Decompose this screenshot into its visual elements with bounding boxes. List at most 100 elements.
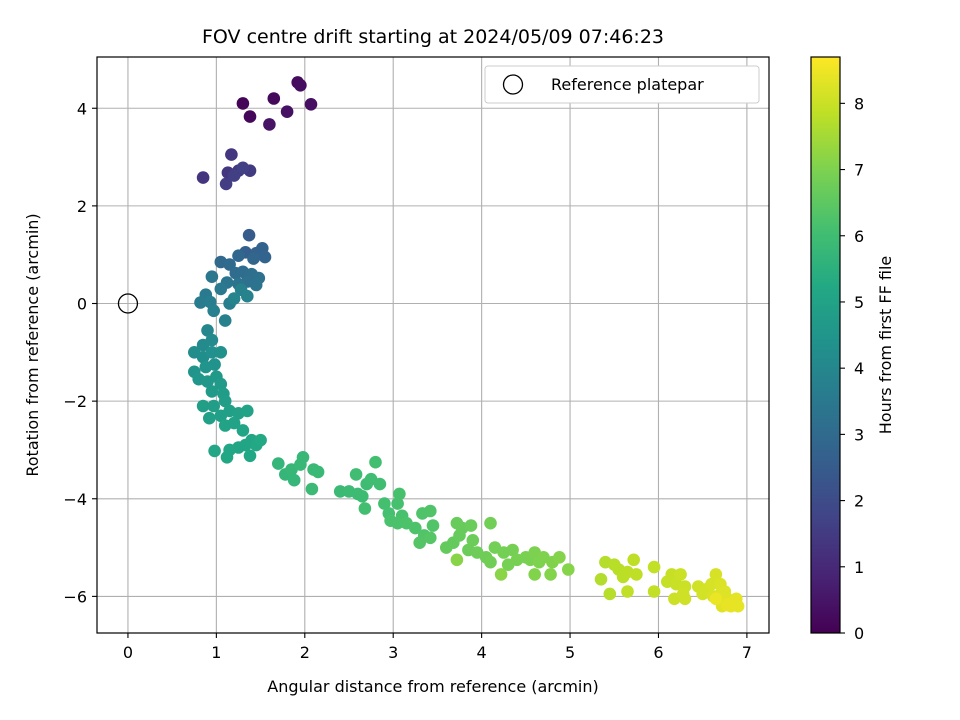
data-point [466,534,480,547]
data-point [484,555,497,569]
data-point [349,468,363,481]
data-point [665,568,678,581]
data-point [391,497,404,510]
data-point [378,497,391,510]
data-point [218,314,232,327]
y-tick-label: 2 [77,197,87,216]
data-point [287,473,301,487]
data-point [267,92,281,105]
colorbar-tick-label: 6 [854,227,864,246]
x-tick-label: 0 [123,643,133,662]
data-point [263,118,276,131]
data-point [603,587,617,601]
data-point [243,110,257,123]
x-tick-label: 4 [477,643,487,662]
data-point [594,573,608,586]
data-point [242,228,256,242]
data-point [220,451,234,464]
data-point [393,487,406,501]
legend-reference-icon [502,74,524,95]
colorbar-tick-label: 7 [854,161,864,180]
data-point [232,249,245,262]
data-point [196,399,210,413]
data-point [296,451,310,464]
x-tick-label: 6 [653,643,663,662]
chart-title: FOV centre drift starting at 2024/05/09 … [202,26,664,48]
data-point [218,419,232,432]
x-tick-label: 1 [211,643,221,662]
data-point [647,560,661,574]
y-tick-label: −4 [63,490,87,509]
data-point [227,169,241,182]
data-point [196,171,210,184]
data-point [241,289,254,303]
data-point [627,553,640,567]
data-point [647,585,661,598]
data-point [373,477,387,491]
data-point [369,455,382,469]
data-point [236,97,250,110]
legend-box [484,65,760,104]
data-point [426,519,440,532]
data-point [227,292,241,305]
data-point [358,502,372,515]
data-point [205,346,219,359]
colorbar-tick-label: 0 [854,624,864,643]
data-point [705,577,718,591]
colorbar-tick-label: 8 [854,94,864,113]
x-axis-label: Angular distance from reference (arcmin) [267,677,598,696]
data-point [218,394,232,408]
y-tick-label: 0 [77,295,87,314]
data-point [214,377,228,391]
data-point [249,278,263,292]
data-point [205,270,219,284]
data-point [506,543,519,557]
data-point [305,482,319,496]
data-point [207,304,220,318]
data-point [304,98,318,111]
data-point [553,551,566,564]
x-tick-label: 3 [388,643,398,662]
reference-platepar-point [117,293,139,314]
data-point [241,404,254,418]
data-point [630,568,643,581]
data-point [484,516,497,530]
data-point [544,568,557,581]
data-point [464,519,478,532]
data-point [214,282,228,296]
data-point [196,338,210,352]
data-point [621,585,634,598]
data-point [236,161,250,175]
grid [97,57,769,633]
data-point [528,568,541,581]
data-point [333,485,347,498]
data-point [225,148,238,161]
data-point [205,385,219,398]
data-point [201,324,214,337]
data-point [562,563,575,576]
data-point [223,258,236,271]
data-point [254,433,267,447]
data-point [450,516,464,530]
data-point [247,252,260,265]
colorbar [810,56,841,634]
y-tick-label: −6 [63,587,87,606]
x-tick-label: 2 [300,643,310,662]
data-point [674,568,687,581]
plot-area [96,56,770,634]
axis-ticks: 0 1 2 3 4 5 6 7 −6 −4 −2 0 2 4 [63,99,752,662]
y-tick-label: −2 [63,392,87,411]
data-point [280,105,294,118]
data-point [709,592,723,606]
data-point [709,568,723,581]
data-point [424,531,437,545]
data-point [409,521,422,535]
data-point [494,568,508,581]
data-point [236,424,250,437]
data-point [272,457,285,470]
data-point [721,598,734,612]
colorbar-label: Hours from first FF file [876,256,895,435]
data-point [294,79,307,92]
data-point [203,411,216,425]
